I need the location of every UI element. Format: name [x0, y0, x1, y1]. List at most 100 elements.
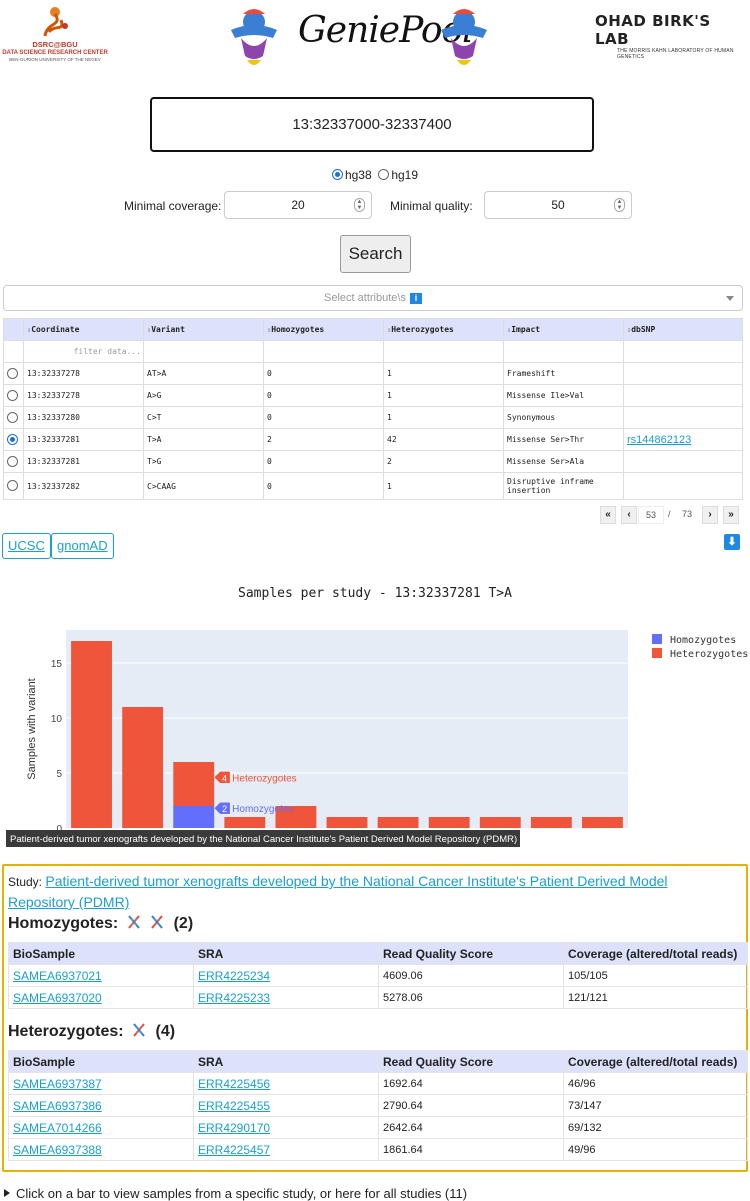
sra-link[interactable]: ERR4225234 [198, 968, 271, 983]
bar-heterozygotes-7[interactable] [377, 817, 419, 828]
legend-swatch-heterozygotes[interactable] [652, 648, 662, 658]
first-page-button[interactable]: « [600, 506, 616, 524]
biosample-cell[interactable]: SAMEA7014266 [8, 1116, 194, 1139]
search-button[interactable]: Search [340, 235, 411, 273]
min-coverage-value: 20 [291, 198, 305, 212]
legend-label-heterozygotes[interactable]: Heterozygotes [670, 649, 748, 660]
legend-swatch-homozygotes[interactable] [652, 634, 662, 644]
table-row[interactable]: 13:32337278 AT>A 0 1 Frameshift [3, 362, 743, 385]
download-icon[interactable]: ⬇ [724, 534, 740, 550]
sra-link[interactable]: ERR4225455 [198, 1098, 271, 1113]
table-row[interactable]: 13:32337278 A>G 0 1 Missense Ile>Val [3, 384, 743, 407]
table-row[interactable]: 13:32337281 T>A 2 42 Missense Ser>Thr rs14486… [3, 428, 743, 451]
sra-link[interactable]: ERR4290170 [198, 1120, 271, 1135]
sra-cell[interactable]: ERR4225455 [193, 1094, 379, 1117]
last-page-button[interactable]: » [723, 506, 739, 524]
ucsc-button[interactable]: UCSC [2, 533, 51, 559]
coverage-cell: 69/132 [563, 1116, 748, 1139]
bar-heterozygotes-9[interactable] [479, 817, 521, 828]
radio-icon[interactable] [7, 367, 18, 379]
row-select-radio[interactable] [3, 362, 24, 385]
column-header-impact[interactable]: ⇕Impact [503, 318, 624, 341]
bar-heterozygotes-2[interactable] [122, 707, 164, 828]
stepper-icon[interactable]: ▲ ▼ [614, 198, 625, 212]
radio-icon[interactable] [7, 389, 18, 401]
stepper-icon[interactable]: ▲ ▼ [354, 198, 365, 212]
bar-homozygotes-3[interactable] [173, 806, 215, 828]
table-row[interactable]: 13:32337280 C>T 0 1 Synonymous [3, 406, 743, 429]
homozygotes-title: Homozygotes: [8, 915, 119, 932]
biosample-link[interactable]: SAMEA6937387 [13, 1076, 102, 1091]
chevron-down-icon[interactable] [726, 296, 734, 301]
row-select-radio[interactable] [3, 472, 24, 500]
biosample-cell[interactable]: SAMEA6937386 [8, 1094, 194, 1117]
biosample-link[interactable]: SAMEA6937020 [13, 990, 102, 1005]
bar-heterozygotes-8[interactable] [428, 817, 470, 828]
biosample-cell[interactable]: SAMEA6937387 [8, 1072, 194, 1095]
row-select-radio[interactable] [3, 384, 24, 407]
column-header-homozygotes[interactable]: ⇕Homozygotes [263, 318, 384, 341]
sra-link[interactable]: ERR4225233 [198, 990, 271, 1005]
biosample-link[interactable]: SAMEA7014266 [13, 1120, 102, 1135]
row-select-radio[interactable] [3, 450, 24, 473]
legend-label-homozygotes[interactable]: Homozygotes [670, 635, 736, 646]
biosample-cell[interactable]: SAMEA6937020 [8, 986, 194, 1009]
table-row[interactable]: 13:32337281 T>G 0 2 Missense Ser>Ala [3, 450, 743, 473]
radio-icon[interactable] [7, 480, 18, 491]
sra-link[interactable]: ERR4225457 [198, 1142, 271, 1157]
bar-heterozygotes-3[interactable] [173, 762, 215, 806]
biosample-link[interactable]: SAMEA6937021 [13, 968, 102, 983]
bar-heterozygotes-10[interactable] [530, 817, 572, 828]
radio-icon[interactable] [7, 455, 18, 467]
column-header-heterozygotes[interactable]: ⇕Heterozygotes [383, 318, 504, 341]
bar-heterozygotes-5[interactable] [275, 806, 317, 828]
bar-heterozygotes-11[interactable] [582, 817, 623, 828]
region-query-input[interactable]: 13:32337000-32337400 [150, 97, 594, 152]
hg19-radio[interactable] [378, 169, 390, 180]
dna-icon [127, 915, 140, 929]
gnomad-button[interactable]: gnomAD [51, 533, 114, 559]
sra-cell[interactable]: ERR4225457 [193, 1138, 379, 1161]
bar-heterozygotes-4[interactable] [224, 817, 266, 828]
column-header-variant[interactable]: ⇕Variant [143, 318, 264, 341]
column-header-quality: Read Quality Score [378, 1050, 564, 1073]
heterozygotes-cell: 1 [383, 472, 504, 500]
dsrc-logo-icon [43, 7, 68, 37]
all-studies-link[interactable]: Click on a bar to view samples from a sp… [4, 1186, 467, 1201]
dbsnp-link[interactable]: rs144862123 [627, 433, 692, 446]
sra-cell[interactable]: ERR4225456 [193, 1072, 379, 1095]
radio-icon[interactable] [7, 433, 18, 445]
attribute-select[interactable]: Select attribute\s i [3, 285, 743, 311]
page-number-input[interactable]: 53 [638, 506, 664, 524]
variant-cell: T>G [143, 450, 264, 473]
biosample-link[interactable]: SAMEA6937386 [13, 1098, 102, 1113]
next-page-button[interactable]: › [702, 506, 718, 524]
biosample-cell[interactable]: SAMEA6937388 [8, 1138, 194, 1161]
row-select-radio[interactable] [3, 406, 24, 429]
bar-heterozygotes-6[interactable] [326, 817, 368, 828]
genie-icon [231, 9, 277, 65]
sra-cell[interactable]: ERR4290170 [193, 1116, 379, 1139]
radio-icon[interactable] [7, 411, 18, 423]
heterozygotes-table: BioSample SRA Read Quality Score Coverag… [8, 1050, 748, 1161]
column-header-dbsnp[interactable]: ⇕dbSNP [623, 318, 743, 341]
hg38-radio[interactable] [331, 169, 343, 180]
sra-cell[interactable]: ERR4225233 [193, 986, 379, 1009]
sra-link[interactable]: ERR4225456 [198, 1076, 271, 1091]
table-row[interactable]: 13:32337282 C>CAAG 0 1 Disruptive inframe in… [3, 472, 743, 500]
coordinate-filter-input[interactable]: filter data... [23, 340, 144, 363]
footer-text: Click on a bar to view samples from a sp… [16, 1186, 468, 1201]
biosample-cell[interactable]: SAMEA6937021 [8, 964, 194, 987]
sra-cell[interactable]: ERR4225234 [193, 964, 379, 987]
heterozygotes-title: Heterozygotes: [8, 1023, 124, 1040]
min-quality-input[interactable]: 50 ▲ ▼ [484, 191, 632, 219]
prev-page-button[interactable]: ‹ [621, 506, 637, 524]
min-coverage-input[interactable]: 20 ▲ ▼ [224, 191, 372, 219]
bar-heterozygotes-1[interactable] [71, 641, 112, 828]
column-header-coordinate[interactable]: ⇕Coordinate [23, 318, 144, 341]
row-select-radio[interactable] [3, 428, 24, 451]
biosample-link[interactable]: SAMEA6937388 [13, 1142, 102, 1157]
info-icon[interactable]: i [409, 293, 422, 304]
coverage-cell: 49/96 [563, 1138, 748, 1161]
study-link[interactable]: Patient-derived tumor xenografts develop… [8, 873, 668, 910]
